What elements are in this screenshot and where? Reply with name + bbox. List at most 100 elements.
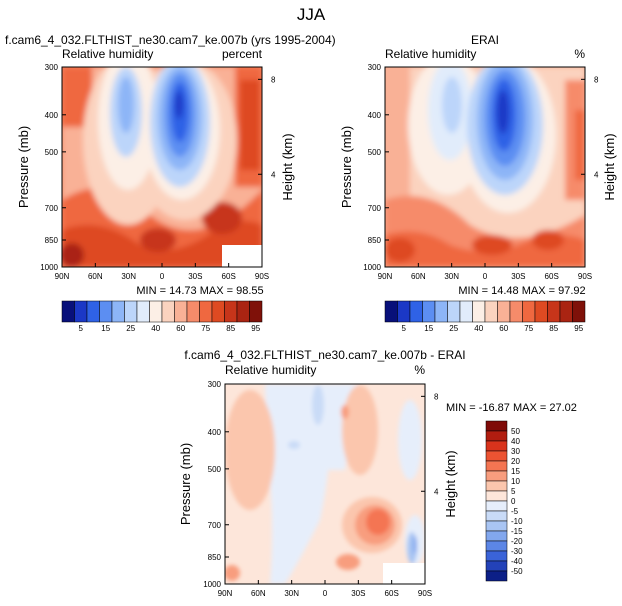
colorbar-swatch [534, 300, 548, 323]
colorbar-swatch [397, 300, 411, 323]
colorbar-swatch [459, 300, 473, 323]
stats-label: MIN = 14.48 MAX = 97.92 [458, 285, 585, 297]
colorbar-swatch [211, 300, 225, 323]
y2-axis-label: Height (km) [443, 450, 458, 517]
colorbar-label: 10 [511, 477, 520, 486]
colorbar-label: 5 [511, 487, 516, 496]
colorbar-swatch [485, 530, 508, 542]
colorbar-swatch [485, 540, 508, 552]
colorbar-swatch [149, 300, 163, 323]
x-tick-label: 30N [284, 589, 299, 598]
colorbar-label: 75 [524, 324, 533, 333]
colorbar-swatch [249, 300, 263, 323]
colorbar-label: 40 [511, 437, 520, 446]
x-tick-label: 90N [55, 272, 70, 281]
y-axis-label: Pressure (mb) [178, 443, 193, 525]
y-tick-label: 400 [368, 111, 382, 120]
colorbar-swatch [485, 430, 508, 442]
colorbar-label: 60 [176, 324, 185, 333]
y2-axis-label: Height (km) [602, 133, 617, 200]
y2-tick-label: 4 [434, 487, 439, 496]
colorbar-swatch [485, 490, 508, 502]
colorbar-swatch [384, 300, 398, 323]
figure-title: JJA [297, 5, 326, 24]
panel-subtitle-right: % [414, 363, 425, 377]
colorbar-label: 50 [511, 427, 520, 436]
colorbar-swatch [485, 470, 508, 482]
colorbar-swatch [485, 570, 508, 582]
y-tick-label: 1000 [40, 263, 58, 272]
colorbar-swatch [236, 300, 250, 323]
colorbar-swatch [572, 300, 586, 323]
colorbar: 5 15 25 40 60 75 85 95 [384, 300, 586, 333]
colorbar-label: 30 [511, 447, 520, 456]
contour-field [62, 67, 262, 267]
panel-subtitle-right: % [574, 47, 585, 61]
colorbar-swatch [99, 300, 113, 323]
y-tick-label: 850 [45, 236, 59, 245]
x-tick-label: 90S [255, 272, 269, 281]
colorbar-swatch [485, 510, 508, 522]
x-tick-label: 90N [378, 272, 393, 281]
x-tick-label: 0 [160, 272, 165, 281]
y-tick-label: 500 [45, 148, 59, 157]
y-tick-label: 850 [208, 553, 222, 562]
x-tick-label: 60S [222, 272, 236, 281]
x-tick-label: 60N [251, 589, 266, 598]
colorbar-swatch [409, 300, 423, 323]
x-tick-label: 30N [444, 272, 459, 281]
x-tick-label: 30S [188, 272, 202, 281]
colorbar-swatch [485, 520, 508, 532]
colorbar-label: 15 [424, 324, 433, 333]
colorbar-label: 95 [251, 324, 260, 333]
colorbar-swatch [111, 300, 125, 323]
y-tick-label: 400 [208, 428, 222, 437]
colorbar-label: -30 [511, 547, 523, 556]
colorbar: 5 15 25 40 60 75 85 95 [61, 300, 263, 333]
colorbar-swatch [484, 300, 498, 323]
y2-tick-label: 4 [594, 170, 599, 179]
colorbar-label: 15 [101, 324, 110, 333]
y-tick-label: 500 [208, 465, 222, 474]
colorbar-label: 85 [226, 324, 235, 333]
y2-tick-label: 8 [434, 392, 439, 401]
x-tick-label: 60S [545, 272, 559, 281]
y-axis-label: Pressure (mb) [339, 126, 354, 208]
colorbar-swatch [224, 300, 238, 323]
colorbar-label: -5 [511, 507, 519, 516]
colorbar-swatch [74, 300, 88, 323]
y-tick-label: 300 [208, 380, 222, 389]
colorbar-swatch [422, 300, 436, 323]
x-tick-label: 0 [323, 589, 328, 598]
y2-tick-label: 8 [271, 75, 276, 84]
colorbar-swatch [509, 300, 523, 323]
colorbar-swatch [485, 560, 508, 572]
y-tick-label: 500 [368, 148, 382, 157]
colorbar-label: 5 [402, 324, 407, 333]
colorbar-label: -15 [511, 527, 523, 536]
colorbar-label: 40 [151, 324, 160, 333]
y-tick-label: 850 [368, 236, 382, 245]
colorbar-label: 40 [474, 324, 483, 333]
y-axis-label: Pressure (mb) [16, 126, 31, 208]
colorbar-swatch [547, 300, 561, 323]
colorbar-swatch [434, 300, 448, 323]
colorbar-label: 60 [499, 324, 508, 333]
colorbar-label: 85 [549, 324, 558, 333]
colorbar-swatch [61, 300, 75, 323]
colorbar-swatch [86, 300, 100, 323]
panel-subtitle-left: Relative humidity [225, 363, 316, 377]
colorbar-label: -10 [511, 517, 523, 526]
colorbar-swatch [485, 460, 508, 472]
y2-tick-label: 8 [594, 75, 599, 84]
colorbar-swatch [522, 300, 536, 323]
y2-tick-label: 4 [271, 170, 276, 179]
colorbar-swatch [485, 420, 508, 432]
panel-obs: ERAI Relative humidity % [339, 33, 617, 333]
y-tick-label: 400 [45, 111, 59, 120]
colorbar-swatch [447, 300, 461, 323]
panel-subtitle-left: Relative humidity [62, 47, 153, 61]
panel-subtitle-right: percent [222, 47, 263, 61]
